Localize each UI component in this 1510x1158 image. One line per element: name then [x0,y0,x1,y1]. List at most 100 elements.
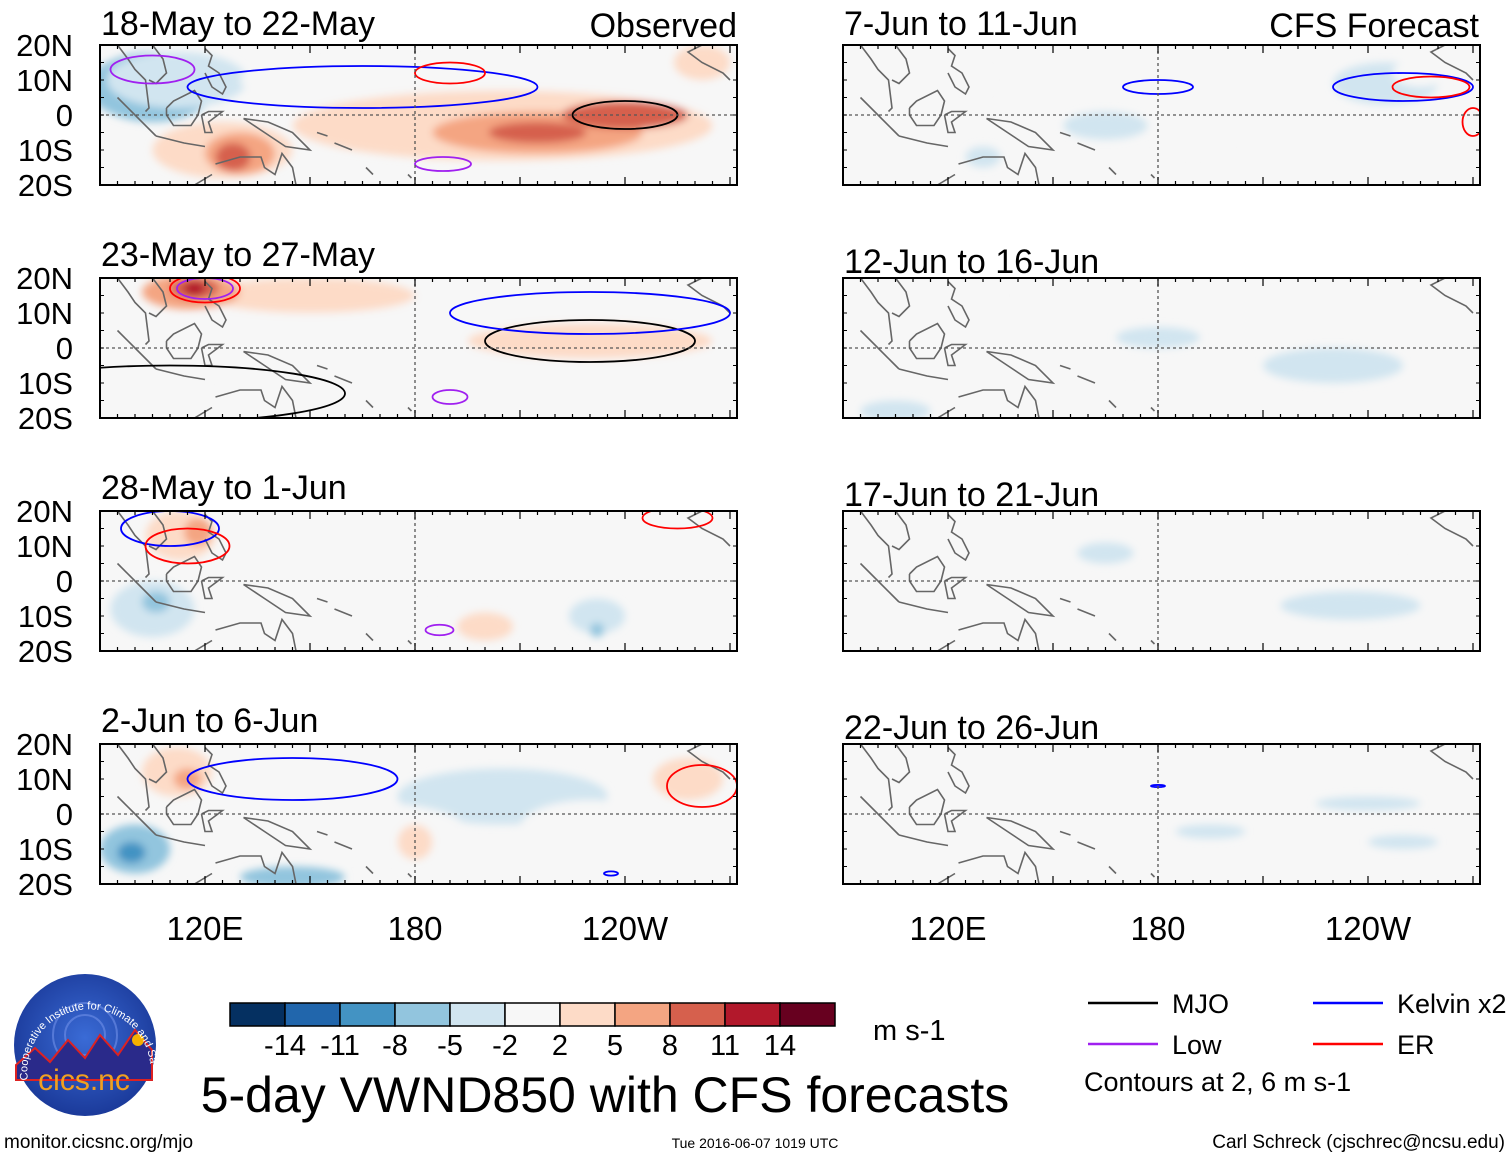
lat-tick-label: 0 [56,98,73,133]
panel-title: 17-Jun to 21-Jun [844,476,1099,514]
anomaly-shading [1315,796,1421,811]
coastline [937,639,956,651]
cfs-forecast-label: CFS Forecast [1269,7,1479,45]
coastline [407,406,413,412]
coastline [1429,278,1474,314]
anomaly-shading [590,623,604,637]
coastline [1077,142,1096,151]
lon-tick-label: 120W [1325,910,1412,947]
coastline [937,406,956,418]
coastline [148,45,168,85]
footer-author: Carl Schreck (cjschrec@ncsu.edu) [1212,1132,1505,1153]
legend-item-mjo: MJO [1088,989,1229,1019]
lat-tick-label: 20N [16,494,73,529]
footer-timestamp: Tue 2016-06-07 1019 UTC [672,1135,839,1151]
lat-tick-label: 20N [16,727,73,762]
anomaly-shading [117,842,146,863]
coastline [947,513,970,562]
lon-tick-label: 120E [909,910,986,947]
lat-tick-label: 10N [16,296,73,331]
coastline [116,511,150,579]
colorbar-swatch [504,1002,561,1027]
coastline [200,809,225,833]
anomaly-shading [520,800,660,856]
anomaly-shading [1116,327,1200,348]
lat-tick-label: 10S [18,133,73,168]
coastline [1429,511,1474,547]
colorbar-tick-label: 11 [710,1030,740,1062]
colorbar-swatch [449,1002,506,1027]
anomaly-shading [1368,835,1438,849]
anomaly-shading [1102,390,1158,411]
coastline [316,597,328,603]
anomaly-shading [653,758,723,800]
map-panel-22-jun-to-26-jun: 22-Jun to 26-Jun [842,709,1481,885]
coastline [316,830,328,836]
anomaly-shading [965,278,1001,313]
contour-er [144,527,231,565]
coastline [1429,744,1474,780]
coastline [686,511,731,547]
coastline [859,278,893,346]
coastline [1059,830,1071,836]
coastline [937,173,956,185]
coastline [155,368,206,381]
coastline [986,350,1056,385]
anomaly-shading [488,122,587,143]
contour-er [666,764,737,808]
anomaly-shading [1427,542,1463,564]
coastline [155,601,206,614]
colorbar-swatch [724,1002,781,1027]
lat-tick-label: 10N [16,63,73,98]
contour-er [1391,75,1471,99]
lat-tick-label: 10N [16,762,73,797]
colorbar-tick-label: -8 [382,1030,408,1062]
coastline [365,632,374,642]
coastline [116,278,150,346]
colorbar-tick-label: -2 [492,1030,518,1062]
coastline [1150,406,1156,412]
coastline [958,617,1040,651]
coastline [243,117,313,152]
coastline [200,576,225,600]
contour-er [1461,107,1480,137]
colorbar-tick-label: -5 [437,1030,463,1062]
contour-kelvin-x2 [186,757,399,801]
colorbar-swatch [614,1002,671,1027]
anomaly-shading [240,866,345,884]
contour-note: Contours at 2, 6 m s-1 [1084,1067,1351,1097]
coastline [116,795,157,836]
figure-title: 5-day VWND850 with CFS forecasts [201,1067,1010,1123]
lat-tick-label: 10S [18,599,73,634]
lat-tick-label: 0 [56,331,73,366]
anomaly-shading [1063,111,1148,140]
coastline [116,45,150,113]
colorbar-tick-label: 8 [662,1030,678,1062]
coastline [243,583,313,618]
lat-tick-label: 20S [18,401,73,436]
coastline [859,96,900,137]
coastline [215,850,297,884]
coastline [986,583,1056,618]
colorbar-swatch [559,1002,616,1027]
anomaly-shading [1263,348,1403,383]
coastline [859,562,900,603]
coastline [1059,131,1071,137]
lat-tick-label: 10S [18,366,73,401]
coastline [334,375,353,384]
coastline [986,816,1056,851]
coastline [194,173,213,185]
coastline [365,166,374,176]
coastline [148,511,168,551]
contour-legend: MJO Kelvin x2 Low ER [1088,989,1507,1060]
coastline [116,744,150,812]
legend-label: Kelvin x2 [1397,989,1507,1019]
colorbar-swatch [669,1002,726,1027]
footer-url[interactable]: monitor.cicsnc.org/mjo [4,1132,193,1153]
coastline [316,131,328,137]
panel-title: 22-Jun to 26-Jun [844,709,1099,747]
coastline [986,117,1056,152]
